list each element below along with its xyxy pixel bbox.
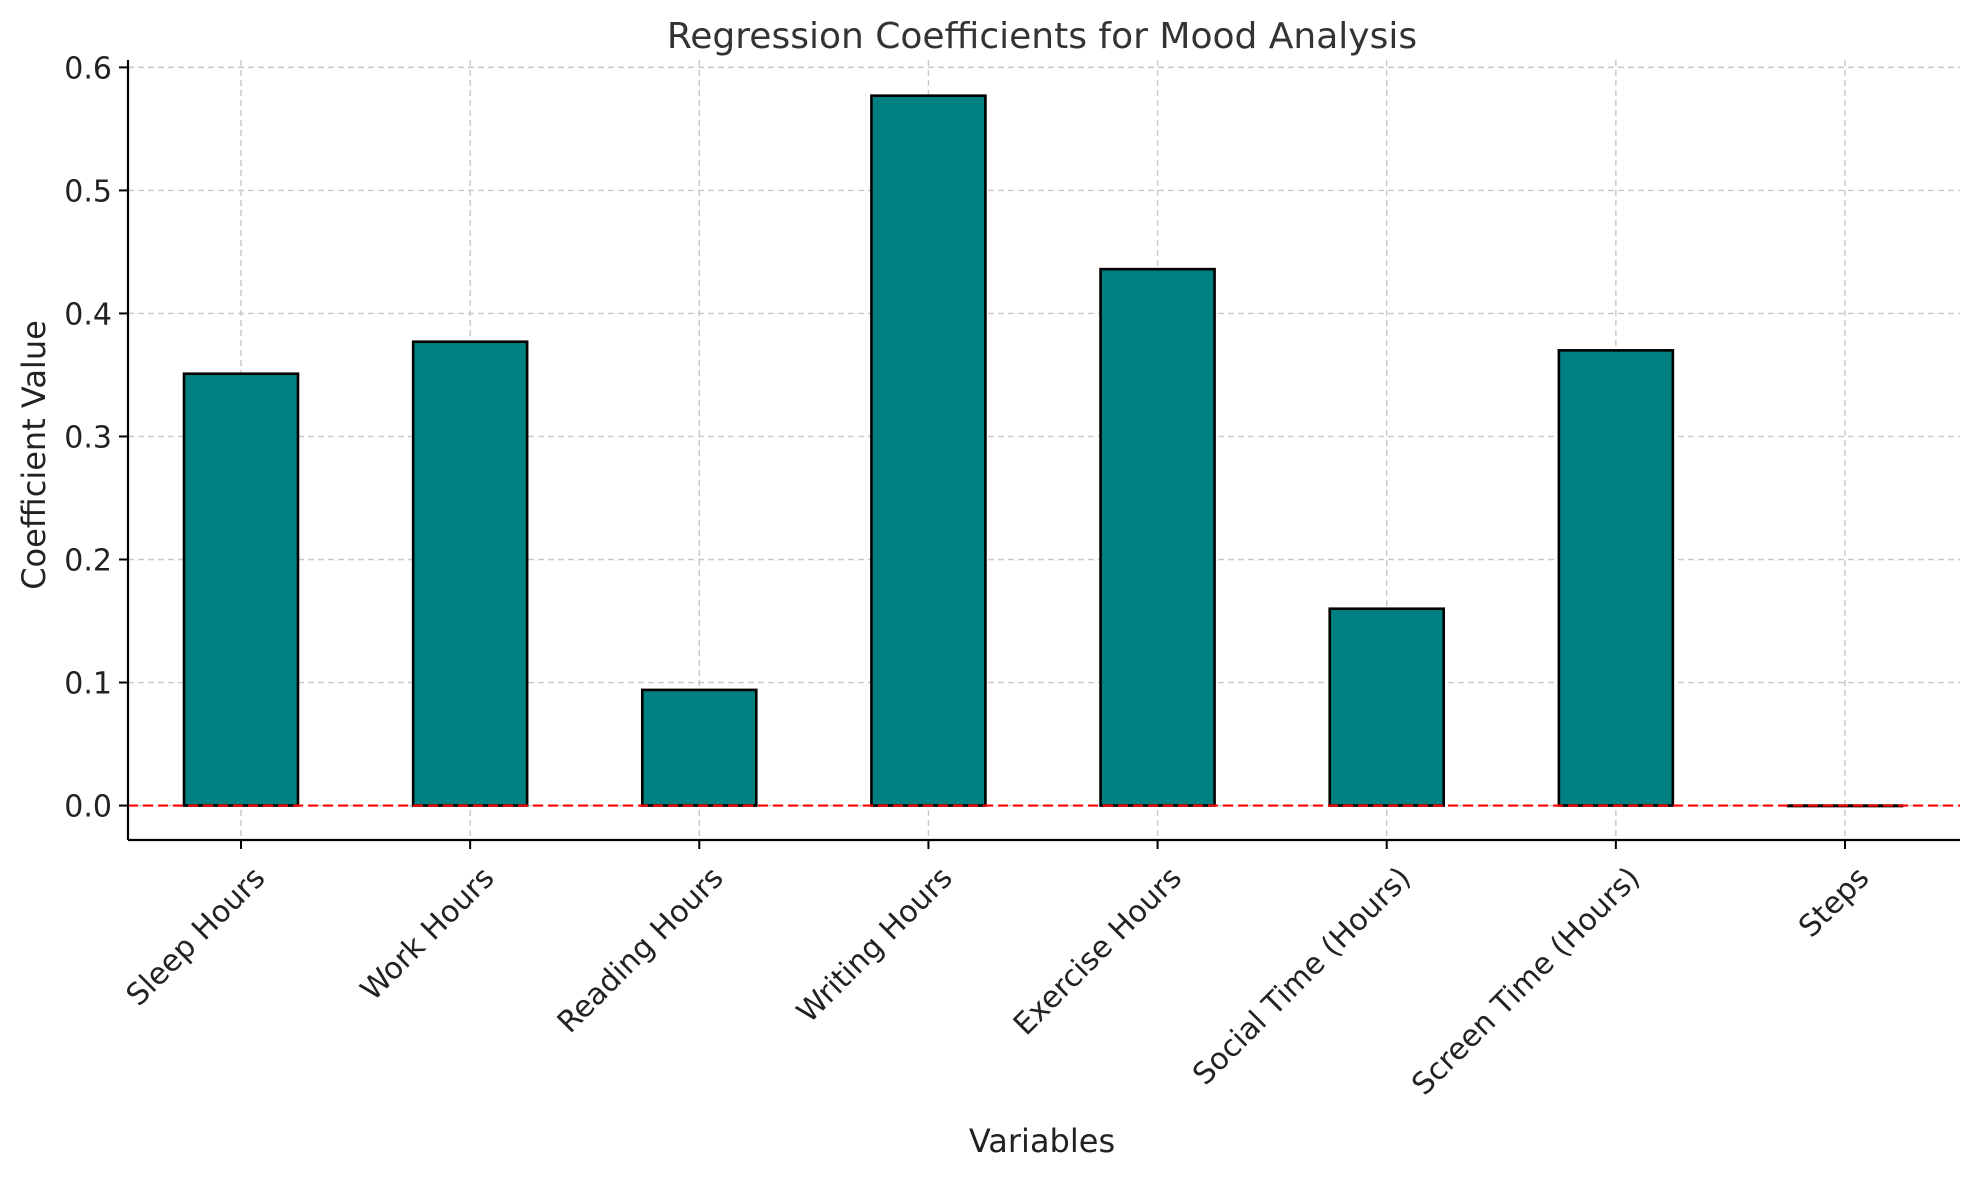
bar-work-hours bbox=[411, 340, 529, 807]
bar-writing-hours bbox=[870, 94, 987, 807]
y-tick-label: 0.6 bbox=[64, 51, 112, 86]
y-tick-label: 0.5 bbox=[64, 174, 112, 209]
x-tick-label: Screen Time (Hours) bbox=[1405, 860, 1647, 1102]
x-tick-label: Social Time (Hours) bbox=[1186, 860, 1418, 1092]
x-axis-label: Variables bbox=[969, 1122, 1115, 1160]
chart-title: Regression Coefficients for Mood Analysi… bbox=[667, 16, 1417, 57]
bars bbox=[182, 94, 1904, 808]
bar-social-time-hours bbox=[1328, 607, 1446, 807]
grid bbox=[128, 60, 1960, 840]
bar-reading-hours bbox=[640, 688, 758, 807]
bar-sleep-hours bbox=[182, 372, 300, 807]
x-tick-label: Sleep Hours bbox=[120, 860, 273, 1013]
y-axis-ticks: 0.0 0.1 0.2 0.3 0.4 0.5 0.6 bbox=[64, 51, 128, 825]
y-axis-label: Coefficient Value bbox=[15, 320, 53, 590]
x-tick-label: Steps bbox=[1792, 860, 1876, 944]
y-tick-label: 0.3 bbox=[64, 420, 112, 455]
x-tick-label: Reading Hours bbox=[551, 860, 731, 1040]
x-tick-label: Writing Hours bbox=[790, 860, 959, 1029]
x-tick-label: Work Hours bbox=[354, 860, 501, 1007]
y-tick-label: 0.0 bbox=[64, 790, 112, 825]
bar-exercise-hours bbox=[1099, 267, 1216, 807]
bar-screen-time-hours bbox=[1557, 349, 1675, 807]
y-tick-label: 0.1 bbox=[64, 667, 112, 702]
axes bbox=[126, 60, 1960, 842]
x-axis-ticks: Sleep Hours Work Hours Reading Hours Writin… bbox=[120, 840, 1876, 1102]
y-tick-label: 0.2 bbox=[64, 543, 112, 578]
y-tick-label: 0.4 bbox=[64, 297, 112, 332]
x-tick-label: Exercise Hours bbox=[1007, 860, 1189, 1042]
